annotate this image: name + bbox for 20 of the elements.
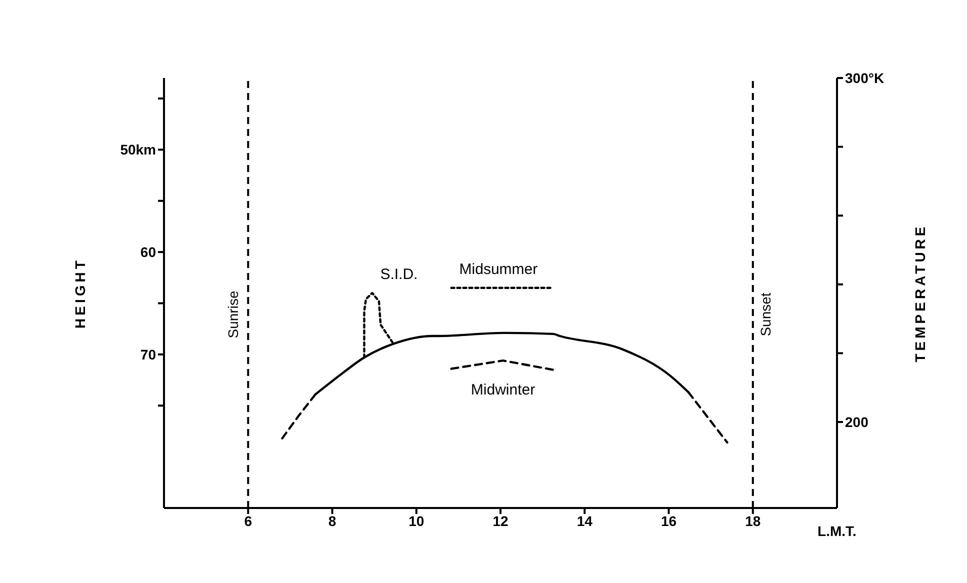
y2-tick-label: 300°K: [845, 70, 884, 86]
series-label: S.I.D.: [380, 266, 418, 283]
y-tick-label: 60: [140, 244, 156, 260]
x-tick-label: 14: [576, 512, 593, 529]
ref-line-label: Sunset: [758, 292, 774, 336]
x-tick-label: 16: [660, 512, 677, 529]
x-tick-label: 18: [745, 512, 761, 529]
y-axis-title: HEIGHT: [72, 258, 88, 328]
y2-tick-label: 200: [845, 414, 869, 430]
x-tick-label: 12: [492, 512, 508, 529]
ref-line-label: Sunrise: [224, 290, 241, 338]
y-tick-label: 70: [140, 346, 156, 362]
series-label: Midsummer: [459, 260, 538, 278]
y2-axis-title: TEMPERATURE: [912, 224, 928, 362]
y-tick-label: 50km: [120, 142, 156, 158]
x-tick-label: 8: [328, 512, 336, 529]
x-tick-label: 10: [408, 512, 424, 529]
series-label: Midwinter: [470, 382, 536, 399]
x-axis-title: L.M.T.: [818, 523, 856, 539]
x-tick-label: 6: [244, 512, 252, 529]
